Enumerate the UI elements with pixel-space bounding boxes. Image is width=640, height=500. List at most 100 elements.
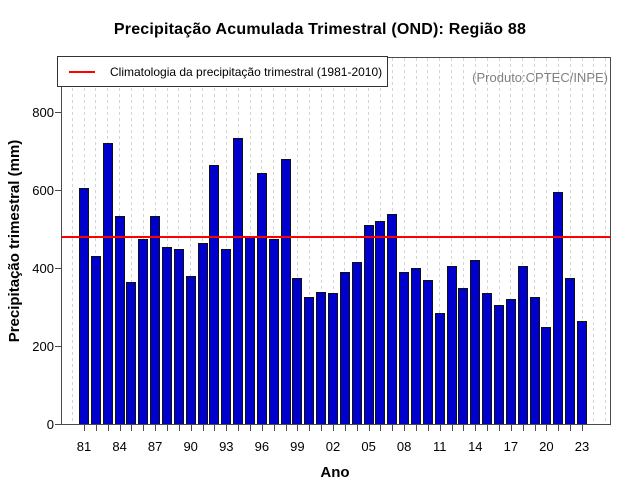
y-tick-label: 400 xyxy=(32,261,54,276)
x-tick-label: 81 xyxy=(76,439,92,454)
chart-title: Precipitação Acumulada Trimestral (OND):… xyxy=(113,21,527,38)
bar xyxy=(529,297,540,424)
x-tick xyxy=(392,425,393,431)
x-tick xyxy=(286,425,287,431)
bar xyxy=(209,165,220,424)
x-tick xyxy=(84,425,85,431)
x-tick xyxy=(297,425,298,431)
x-tick xyxy=(369,425,370,431)
gridline xyxy=(202,58,204,424)
y-tick xyxy=(55,112,61,113)
legend-line-sample xyxy=(69,70,95,73)
bar xyxy=(327,293,339,424)
gridline xyxy=(462,58,464,424)
x-tick xyxy=(511,425,512,431)
x-tick-label: 87 xyxy=(147,439,163,454)
gridline xyxy=(545,58,547,424)
x-tick-label: 14 xyxy=(468,439,483,454)
bar xyxy=(565,278,576,424)
bar xyxy=(233,138,244,424)
x-tick xyxy=(475,425,476,431)
gridline xyxy=(320,58,322,424)
x-tick xyxy=(546,425,547,431)
y-tick-label: 200 xyxy=(32,339,54,354)
gridline xyxy=(190,58,192,424)
bar xyxy=(434,313,445,424)
bar xyxy=(553,192,564,424)
gridline xyxy=(522,58,524,424)
bar xyxy=(339,272,350,424)
gridline xyxy=(486,58,488,424)
bar xyxy=(126,282,137,424)
gridline xyxy=(581,58,583,424)
x-tick xyxy=(535,425,536,431)
x-tick xyxy=(321,425,322,431)
bar xyxy=(576,321,588,424)
gridline xyxy=(415,58,417,424)
x-tick xyxy=(499,425,500,431)
x-tick xyxy=(452,425,453,431)
bar xyxy=(150,216,161,424)
y-tick xyxy=(55,424,61,425)
bar xyxy=(422,280,433,424)
bar xyxy=(185,276,196,424)
gridline xyxy=(356,58,358,424)
gridline xyxy=(95,58,97,424)
bar xyxy=(493,305,505,424)
x-tick xyxy=(155,425,156,431)
x-tick xyxy=(143,425,144,431)
x-tick xyxy=(226,425,227,431)
bar xyxy=(280,159,291,424)
bar xyxy=(114,216,125,424)
bar xyxy=(304,297,315,424)
x-tick xyxy=(345,425,346,431)
gridline xyxy=(308,58,310,424)
x-tick xyxy=(570,425,571,431)
x-tick-label: 05 xyxy=(361,439,376,454)
y-tick xyxy=(55,268,61,269)
x-tick-label: 02 xyxy=(325,439,341,454)
x-tick xyxy=(120,425,121,431)
gridline xyxy=(71,58,73,424)
x-tick xyxy=(416,425,417,431)
bar xyxy=(268,239,279,424)
x-tick xyxy=(108,425,109,431)
x-tick xyxy=(191,425,192,431)
bar xyxy=(161,247,173,424)
x-tick xyxy=(357,425,358,431)
y-tick-label: 0 xyxy=(46,417,54,432)
bar xyxy=(102,143,113,424)
gridline xyxy=(332,58,334,424)
bars-layer xyxy=(62,58,610,424)
bar xyxy=(78,188,90,424)
x-tick xyxy=(404,425,405,431)
x-tick xyxy=(463,425,464,431)
bar xyxy=(351,262,362,424)
x-tick xyxy=(428,425,429,431)
x-tick xyxy=(179,425,180,431)
x-tick xyxy=(309,425,310,431)
y-tick xyxy=(55,190,61,191)
bar xyxy=(387,214,398,424)
gridline xyxy=(593,58,595,424)
x-tick-label: 96 xyxy=(254,439,270,454)
bar xyxy=(410,268,422,424)
x-tick xyxy=(250,425,251,431)
bar xyxy=(173,249,184,424)
plot-area: (Produto:CPTEC/INPE) xyxy=(61,57,611,425)
bar xyxy=(375,221,386,424)
y-tick xyxy=(55,346,61,347)
x-tick xyxy=(203,425,204,431)
bar xyxy=(458,288,469,424)
bar xyxy=(292,278,303,424)
gridline xyxy=(510,58,512,424)
bar xyxy=(138,239,149,424)
bar xyxy=(197,243,208,424)
gridline xyxy=(344,58,346,424)
x-tick-label: 84 xyxy=(112,439,127,454)
bar xyxy=(256,173,267,424)
gridline xyxy=(451,58,453,424)
x-tick-label: 11 xyxy=(432,439,447,454)
gridline xyxy=(605,58,607,424)
